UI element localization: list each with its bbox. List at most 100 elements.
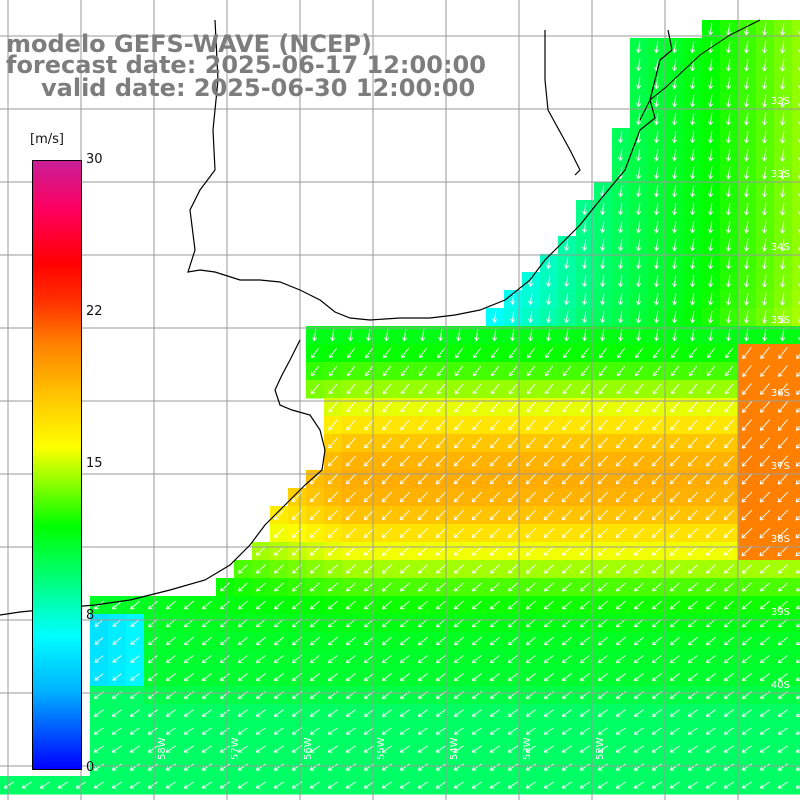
wind-arrow	[687, 509, 699, 521]
wind-arrow	[435, 727, 446, 735]
wind-cell	[792, 128, 800, 147]
wind-arrow	[564, 257, 570, 269]
wind-arrow	[471, 727, 482, 735]
wind-arrow	[525, 491, 537, 503]
wind-arrow	[744, 310, 749, 324]
wind-arrow	[544, 401, 554, 413]
wind-arrow	[364, 419, 374, 431]
wind-arrow	[147, 727, 158, 735]
wind-arrow	[219, 745, 230, 753]
wind-arrow	[777, 673, 788, 682]
wind-arrow	[544, 582, 554, 592]
lon-label: 57W	[230, 737, 241, 760]
wind-arrow	[579, 528, 591, 539]
wind-arrow	[633, 727, 644, 735]
wind-arrow	[382, 419, 392, 431]
wind-arrow	[381, 673, 392, 682]
wind-arrow	[726, 238, 731, 252]
wind-arrow	[561, 781, 573, 789]
wind-arrow	[760, 365, 770, 378]
wind-arrow	[688, 582, 698, 592]
wind-arrow	[615, 763, 627, 771]
wind-arrow	[597, 745, 608, 753]
wind-arrow	[654, 203, 660, 216]
wind-arrow	[760, 636, 770, 646]
wind-arrow	[525, 654, 536, 664]
wind-arrow	[562, 383, 572, 395]
wind-arrow	[741, 745, 752, 753]
wind-arrow	[636, 149, 642, 162]
wind-arrow	[400, 383, 410, 395]
wind-arrow	[400, 437, 410, 449]
wind-arrow	[670, 582, 680, 592]
wind-arrow	[636, 221, 642, 234]
wind-arrow	[616, 437, 626, 449]
wind-arrow	[634, 636, 644, 646]
wind-arrow	[777, 455, 789, 467]
wind-arrow	[580, 419, 590, 431]
wind-arrow	[690, 293, 696, 306]
wind-arrow	[273, 727, 284, 735]
wind-arrow	[112, 637, 122, 645]
wind-arrow	[687, 564, 698, 574]
wind-arrow	[759, 564, 770, 574]
wind-arrow	[654, 221, 660, 234]
wind-arrow	[544, 383, 554, 395]
wind-arrow	[741, 491, 753, 503]
wind-arrow	[435, 763, 447, 771]
wind-arrow	[201, 654, 212, 664]
wind-arrow	[418, 347, 428, 359]
wind-arrow	[309, 673, 320, 682]
wind-arrow	[633, 745, 644, 753]
wind-arrow	[345, 654, 356, 664]
wind-arrow	[688, 383, 698, 395]
wind-arrow	[651, 727, 662, 735]
wind-arrow	[562, 437, 572, 449]
wind-arrow	[669, 763, 681, 771]
wind-arrow	[346, 636, 356, 646]
wind-arrow	[652, 347, 662, 359]
wind-arrow	[636, 329, 642, 342]
wind-cell	[792, 344, 800, 363]
wind-arrow	[256, 546, 266, 556]
wind-arrow	[510, 311, 516, 323]
wind-arrow	[723, 673, 734, 682]
wind-arrow	[777, 491, 789, 503]
wind-arrow	[507, 546, 518, 556]
wind-arrow	[669, 564, 680, 574]
wind-arrow	[490, 419, 500, 431]
colorbar-tick-30: 30	[86, 152, 103, 167]
wind-arrow	[636, 59, 642, 72]
wind-arrow	[742, 347, 752, 360]
wind-arrow	[454, 347, 464, 359]
wind-arrow	[489, 564, 500, 574]
wind-arrow	[706, 419, 716, 431]
wind-arrow	[759, 527, 771, 539]
wind-arrow	[705, 528, 717, 539]
wind-arrow	[328, 419, 338, 431]
wind-arrow	[400, 600, 410, 610]
wind-arrow	[654, 77, 660, 90]
wind-arrow	[219, 763, 231, 771]
wind-arrow	[453, 781, 465, 789]
wind-arrow	[705, 473, 717, 485]
wind-arrow	[525, 455, 536, 467]
wind-arrow	[598, 600, 608, 610]
wind-cell	[792, 92, 800, 111]
wind-arrow	[129, 709, 140, 717]
wind-arrow	[579, 763, 591, 771]
wind-arrow	[708, 292, 713, 306]
wind-arrow	[598, 383, 608, 395]
wind-arrow	[780, 274, 785, 288]
wind-arrow	[436, 437, 446, 449]
wind-arrow	[381, 654, 392, 664]
wind-arrow	[724, 365, 734, 377]
wind-arrow	[615, 491, 627, 503]
wind-arrow	[633, 528, 645, 539]
wind-arrow	[219, 654, 230, 664]
wind-arrow	[310, 347, 320, 359]
wind-cell	[792, 632, 800, 651]
wind-arrow	[759, 781, 771, 789]
wind-arrow	[471, 763, 483, 771]
wind-arrow	[618, 275, 624, 288]
